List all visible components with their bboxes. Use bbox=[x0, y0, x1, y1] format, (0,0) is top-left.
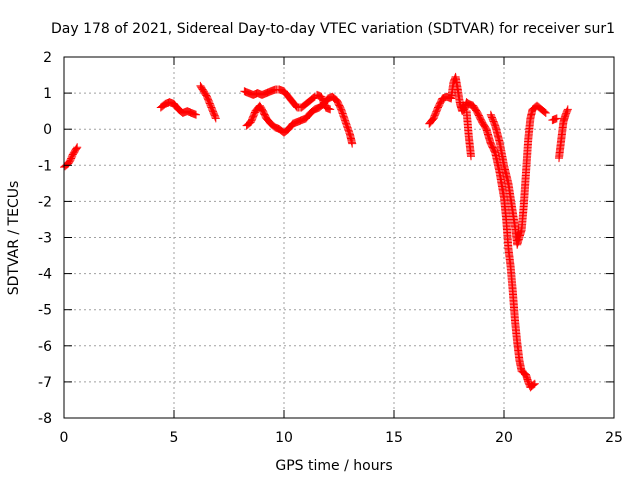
x-tick-label: 5 bbox=[170, 430, 179, 446]
y-axis-label: SDTVAR / TECUs bbox=[6, 181, 22, 296]
y-tick-label: 2 bbox=[43, 50, 52, 66]
x-tick-label: 20 bbox=[495, 430, 513, 446]
y-tick-label: -2 bbox=[38, 194, 52, 210]
data-marker-path bbox=[425, 72, 539, 392]
data-marker-path bbox=[313, 90, 335, 114]
y-tick-label: 1 bbox=[43, 86, 52, 102]
chart-title: Day 178 of 2021, Sidereal Day-to-day VTE… bbox=[51, 21, 615, 37]
data-marker-path bbox=[196, 81, 220, 123]
data-segment bbox=[486, 101, 550, 249]
data-marker-path bbox=[555, 105, 572, 163]
y-tick-label: -4 bbox=[38, 267, 52, 283]
data-segment bbox=[196, 81, 220, 123]
data-marker-path bbox=[486, 101, 550, 249]
y-tick-label: -3 bbox=[38, 231, 52, 247]
y-tick-label: 0 bbox=[43, 122, 52, 138]
y-tick-label: -6 bbox=[38, 339, 52, 355]
data-marker-path bbox=[462, 107, 475, 161]
data-marker-path bbox=[156, 98, 200, 119]
data-segment bbox=[555, 105, 572, 163]
y-tick-label: -5 bbox=[38, 303, 52, 319]
data-segment bbox=[156, 98, 200, 119]
data-marker-path bbox=[240, 85, 319, 112]
y-tick-label: -1 bbox=[38, 158, 52, 174]
data-marker-path bbox=[548, 114, 561, 125]
x-tick-label: 25 bbox=[605, 430, 623, 446]
data-segment bbox=[240, 85, 319, 112]
y-tick-label: -7 bbox=[38, 375, 52, 391]
x-tick-label: 10 bbox=[275, 430, 293, 446]
x-tick-label: 15 bbox=[385, 430, 403, 446]
tick-layer: 210-1-2-3-4-5-6-7-80 5 10 15 20 25 bbox=[38, 50, 623, 446]
x-tick-label: 0 bbox=[60, 430, 69, 446]
data-segment bbox=[548, 114, 561, 125]
data-segment bbox=[425, 72, 539, 392]
grid-layer bbox=[64, 57, 614, 418]
data-layer bbox=[60, 72, 572, 392]
data-segment bbox=[313, 90, 335, 114]
data-segment bbox=[462, 107, 475, 161]
x-axis-label: GPS time / hours bbox=[275, 458, 392, 474]
y-tick-label: -8 bbox=[38, 411, 52, 427]
